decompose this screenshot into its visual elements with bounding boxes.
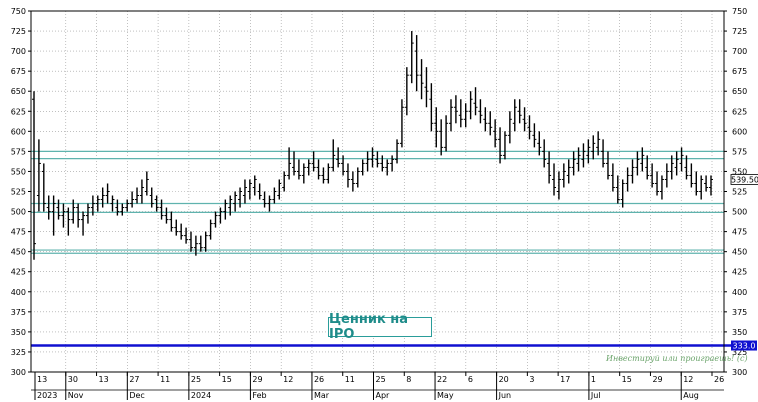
y-tick-label: 450 [11,248,26,257]
x-tick-label: 3 [529,375,534,384]
y-tick-label: 375 [11,308,26,317]
x-group-label: Jun [498,391,512,400]
y-tick-label: 425 [732,268,747,277]
ipo-price-label: 333.0 [733,342,756,351]
x-tick-label: 13 [37,375,47,384]
x-tick-label: 25 [376,375,386,384]
y-tick-label: 725 [11,27,26,36]
y-tick-label: 425 [11,268,26,277]
watermark: Инвестируй или проиграешь! (с) [606,354,748,363]
x-group-label: Mar [314,391,330,400]
y-tick-label: 475 [11,228,26,237]
y-tick-label: 750 [732,7,747,16]
y-tick-label: 300 [11,368,26,377]
x-tick-label: 12 [283,375,293,384]
x-group-label: Apr [376,391,391,400]
y-tick-label: 650 [11,87,26,96]
x-tick-label: 17 [560,375,570,384]
x-group-label: Dec [129,391,144,400]
x-group-label: May [437,391,454,400]
y-tick-label: 325 [11,348,26,357]
y-tick-label: 750 [11,7,26,16]
y-tick-label: 700 [732,47,747,56]
y-tick-label: 525 [732,188,747,197]
x-group-label: Feb [252,391,266,400]
y-tick-label: 675 [11,67,26,76]
x-group-label: Jul [590,391,601,400]
y-tick-label: 700 [11,47,26,56]
y-tick-label: 300 [732,368,747,377]
ipo-annotation: Ценник на IPO [328,317,432,337]
x-tick-label: 8 [406,375,411,384]
x-tick-label: 1 [591,375,596,384]
x-group-label: 2023 [37,391,57,400]
y-tick-label: 650 [732,87,747,96]
y-tick-label: 500 [11,208,26,217]
y-tick-label: 600 [732,127,747,136]
y-tick-label: 725 [732,27,747,36]
x-tick-label: 27 [129,375,139,384]
x-tick-label: 12 [683,375,693,384]
x-tick-label: 13 [99,375,109,384]
y-tick-label: 675 [732,67,747,76]
x-tick-label: 29 [652,375,662,384]
x-tick-label: 30 [68,375,78,384]
y-tick-label: 525 [11,188,26,197]
x-tick-label: 11 [345,375,355,384]
x-tick-label: 11 [160,375,170,384]
y-tick-label: 400 [11,288,26,297]
x-tick-label: 15 [222,375,232,384]
x-tick-label: 6 [468,375,473,384]
x-group-label: Nov [68,391,84,400]
x-tick-label: 20 [499,375,509,384]
x-group-label: Aug [683,391,699,400]
y-tick-label: 500 [732,208,747,217]
y-tick-label: 550 [11,167,26,176]
y-tick-label: 600 [11,127,26,136]
x-tick-label: 26 [714,375,724,384]
y-tick-label: 575 [732,147,747,156]
y-tick-label: 350 [732,328,747,337]
x-tick-label: 25 [191,375,201,384]
x-tick-label: 22 [437,375,447,384]
x-tick-label: 29 [252,375,262,384]
y-tick-label: 350 [11,328,26,337]
y-tick-label: 575 [11,147,26,156]
x-tick-label: 15 [622,375,632,384]
y-tick-label: 375 [732,308,747,317]
y-tick-label: 625 [732,107,747,116]
y-tick-label: 475 [732,228,747,237]
y-tick-label: 625 [11,107,26,116]
x-tick-label: 26 [314,375,324,384]
last-price-label: 539.50 [731,175,758,184]
x-group-label: 2024 [191,391,211,400]
y-tick-label: 400 [732,288,747,297]
y-tick-label: 450 [732,248,747,257]
